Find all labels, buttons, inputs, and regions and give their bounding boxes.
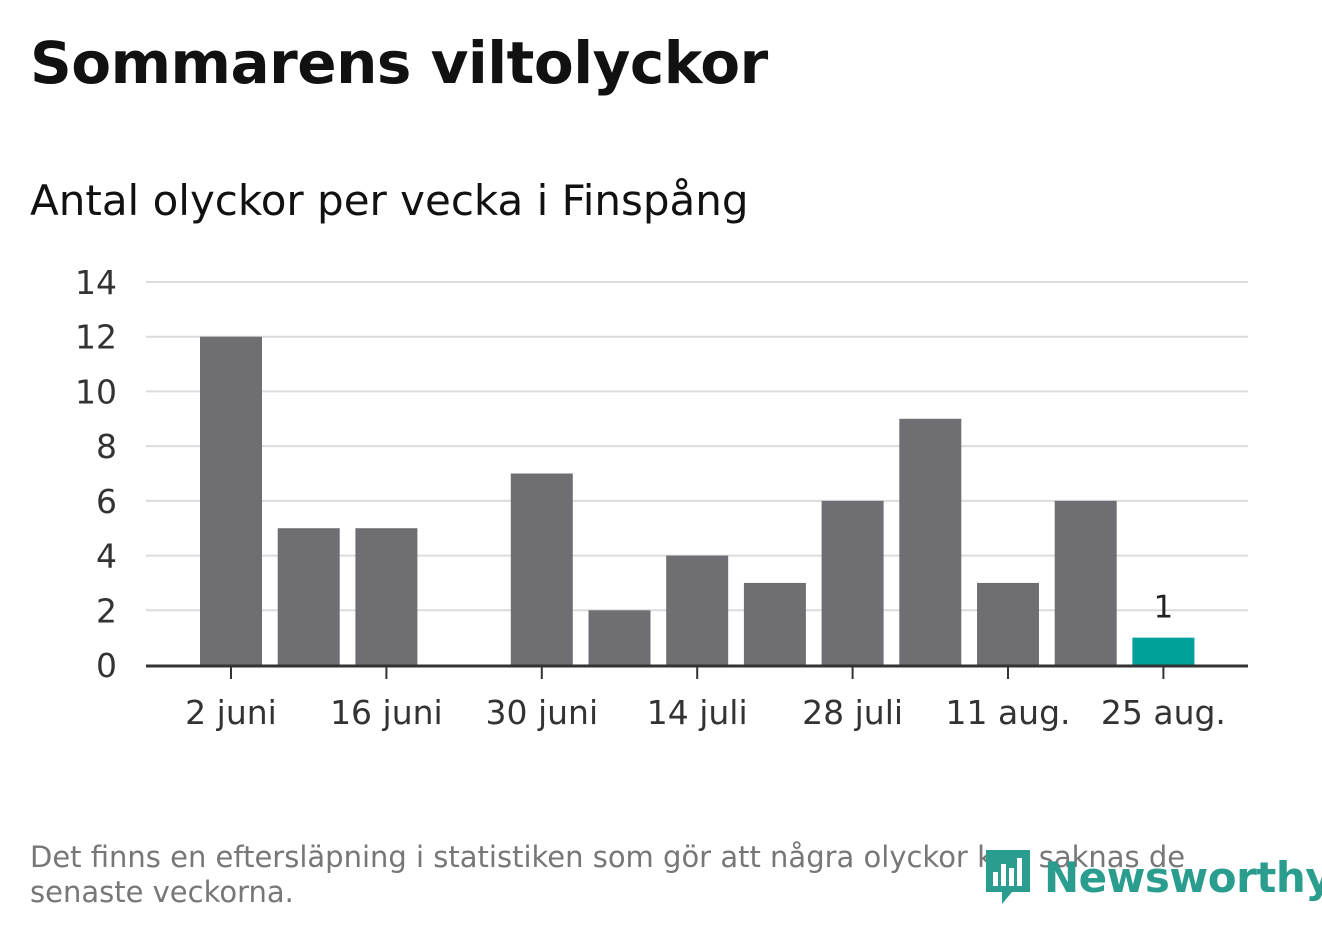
bar-10 [977,582,1039,665]
bar-8 [821,500,884,665]
bars [200,336,1195,665]
data-labels: 1 [1154,590,1174,626]
y-tick-label: 0 [96,646,117,685]
y-tick-label: 8 [96,427,117,466]
x-tick-label: 25 aug. [1101,693,1226,732]
y-tick-label: 12 [75,318,117,357]
bar-4 [510,473,573,665]
chart-subtitle: Antal olyckor per vecka i Finspång [30,176,749,225]
bar-9 [899,418,962,665]
chart-bubble-icon [986,850,1030,904]
y-axis-ticks: 0 2 4 6 8 10 12 14 [75,263,117,685]
x-tick-label: 11 aug. [945,693,1070,732]
chart-title: Sommarens viltolyckor [30,29,768,97]
bar-6 [666,555,729,665]
bar-12 [1132,637,1195,665]
bar-11 [1054,500,1117,665]
y-tick-label: 14 [75,263,117,302]
y-tick-label: 6 [96,482,117,521]
bar-7 [743,582,806,665]
x-axis: 2 juni 16 juni 30 juni 14 juli 28 juli 11 aug… [146,664,1248,732]
x-tick-label: 14 juli [647,693,748,732]
newsworthy-logo: Newsworthy [982,846,1322,908]
x-tick-label: 2 juni [185,693,277,732]
bar-5 [588,610,651,665]
bar-2 [355,528,418,665]
brand-name: Newsworthy [1044,852,1322,902]
y-tick-label: 4 [96,537,117,576]
data-label: 1 [1154,590,1174,626]
x-tick-label: 30 juni [485,693,598,732]
bar-1 [277,528,340,665]
x-tick-label: 16 juni [330,693,443,732]
bar-0 [200,336,262,665]
y-tick-label: 10 [75,372,117,411]
y-tick-label: 2 [96,591,117,630]
x-tick-label: 28 juli [802,693,903,732]
